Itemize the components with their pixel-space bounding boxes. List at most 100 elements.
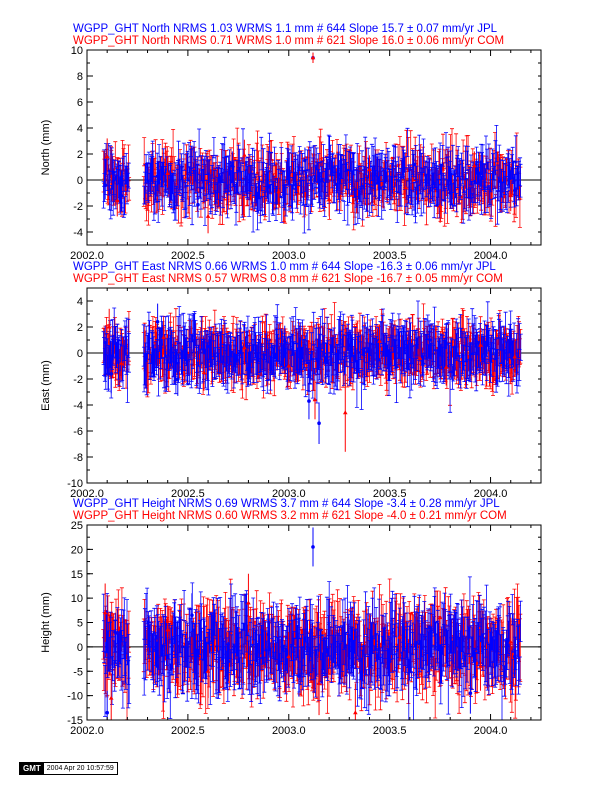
data-point <box>206 344 210 349</box>
x-tick-label: 2003.5 <box>373 488 407 500</box>
y-tick-label: -2 <box>73 374 83 386</box>
data-point <box>478 342 483 347</box>
y-tick-label: -4 <box>73 227 83 239</box>
panel-title-jpl: WGPP_GHT East NRMS 0.66 WRMS 1.0 mm # 64… <box>73 261 496 273</box>
y-tick-label: -6 <box>73 426 83 438</box>
y-tick-label: 2 <box>77 149 83 161</box>
data-point <box>155 664 160 669</box>
data-point <box>448 191 453 195</box>
y-tick-label: 10 <box>71 593 83 605</box>
data-point <box>105 710 109 715</box>
data-point <box>472 163 477 168</box>
data-point <box>119 360 124 365</box>
data-point <box>102 610 108 615</box>
data-point <box>282 339 287 344</box>
error-bars-jpl <box>101 300 523 413</box>
y-tick-label: 25 <box>71 520 83 532</box>
data-point <box>246 600 251 605</box>
series-com <box>102 573 514 720</box>
series-com <box>104 52 514 234</box>
gmt-logo: GMT <box>20 763 44 774</box>
data-area <box>87 300 541 452</box>
data-point <box>119 193 124 198</box>
data-point <box>377 338 382 343</box>
y-tick-label: 20 <box>71 544 83 556</box>
data-area <box>87 52 541 234</box>
data-point <box>266 184 271 189</box>
data-point <box>417 355 423 360</box>
data-point <box>347 343 352 348</box>
data-point <box>111 170 116 174</box>
data-point <box>387 659 392 664</box>
x-tick-label: 2002.5 <box>171 250 205 262</box>
data-point <box>437 203 443 208</box>
data-point <box>311 545 315 549</box>
x-tick-label: 2002.0 <box>70 725 104 737</box>
data-point <box>165 171 171 175</box>
plot-timestamp: 2004 Apr 20 10:57:59 <box>43 763 117 774</box>
data-point <box>190 613 194 617</box>
panel-north: WGPP_GHT North NRMS 1.03 WRMS 1.1 mm # 6… <box>40 23 542 262</box>
data-point <box>512 188 517 193</box>
data-point <box>307 399 311 403</box>
y-tick-label: 10 <box>71 45 83 57</box>
data-point <box>297 674 301 678</box>
data-point <box>428 625 432 630</box>
data-point <box>512 354 518 359</box>
x-tick-label: 2003.0 <box>272 725 306 737</box>
data-point <box>342 410 348 415</box>
data-point <box>403 185 409 190</box>
data-point <box>266 632 271 637</box>
data-point <box>165 627 171 632</box>
y-axis-title: East (mm) <box>40 360 52 411</box>
data-point <box>246 366 251 371</box>
y-tick-label: 5 <box>77 618 83 630</box>
data-point <box>508 639 514 644</box>
data-point <box>242 345 247 350</box>
series-com <box>106 308 518 452</box>
x-tick-label: 2002.5 <box>171 725 205 737</box>
data-point <box>326 197 332 201</box>
y-axis-title: North (mm) <box>40 120 52 176</box>
data-point <box>205 213 211 218</box>
x-tick-label: 2003.5 <box>373 725 407 737</box>
y-tick-label: -10 <box>67 478 83 490</box>
data-point <box>468 691 473 695</box>
error-bars-jpl <box>101 576 523 720</box>
data-point <box>512 654 517 659</box>
x-tick-label: 2002.5 <box>171 488 205 500</box>
data-point <box>106 324 112 329</box>
gmt-timestamp-stamp: GMT 2004 Apr 20 10:57:59 <box>19 762 118 775</box>
data-point <box>201 370 207 374</box>
data-point <box>113 630 118 635</box>
panel-east: WGPP_GHT East NRMS 0.66 WRMS 1.0 mm # 64… <box>40 261 542 500</box>
data-point <box>108 695 114 700</box>
panel-height: WGPP_GHT Height NRMS 0.69 WRMS 3.7 mm # … <box>40 498 542 737</box>
y-tick-label: 8 <box>77 71 83 83</box>
panel-title-jpl: WGPP_GHT Height NRMS 0.69 WRMS 3.7 mm # … <box>73 498 500 510</box>
data-point <box>377 186 382 190</box>
data-point <box>303 158 307 163</box>
y-tick-label: -8 <box>73 452 83 464</box>
data-point <box>176 377 180 381</box>
data-area <box>87 527 541 720</box>
series-jpl <box>103 52 517 218</box>
data-point <box>205 668 211 673</box>
data-point <box>508 193 514 198</box>
plot-frame <box>86 287 542 484</box>
x-tick-label: 2003.0 <box>272 488 306 500</box>
panel-title-com: WGPP_GHT North NRMS 0.71 WRMS 1.0 mm # 6… <box>73 35 504 47</box>
panel-title-com: WGPP_GHT East NRMS 0.57 WRMS 0.8 mm # 62… <box>73 273 503 285</box>
series-jpl <box>103 303 513 444</box>
y-axis-title: Height (mm) <box>40 592 52 653</box>
x-tick-label: 2003.0 <box>272 250 306 262</box>
y-tick-label: 6 <box>77 97 83 109</box>
x-tick-label: 2003.5 <box>373 250 407 262</box>
data-point <box>478 171 483 176</box>
y-tick-label: 0 <box>77 348 83 360</box>
y-tick-label: -2 <box>73 201 83 213</box>
data-point <box>387 361 392 366</box>
data-point <box>161 334 166 339</box>
x-tick-label: 2002.0 <box>70 250 104 262</box>
data-point <box>412 162 416 167</box>
